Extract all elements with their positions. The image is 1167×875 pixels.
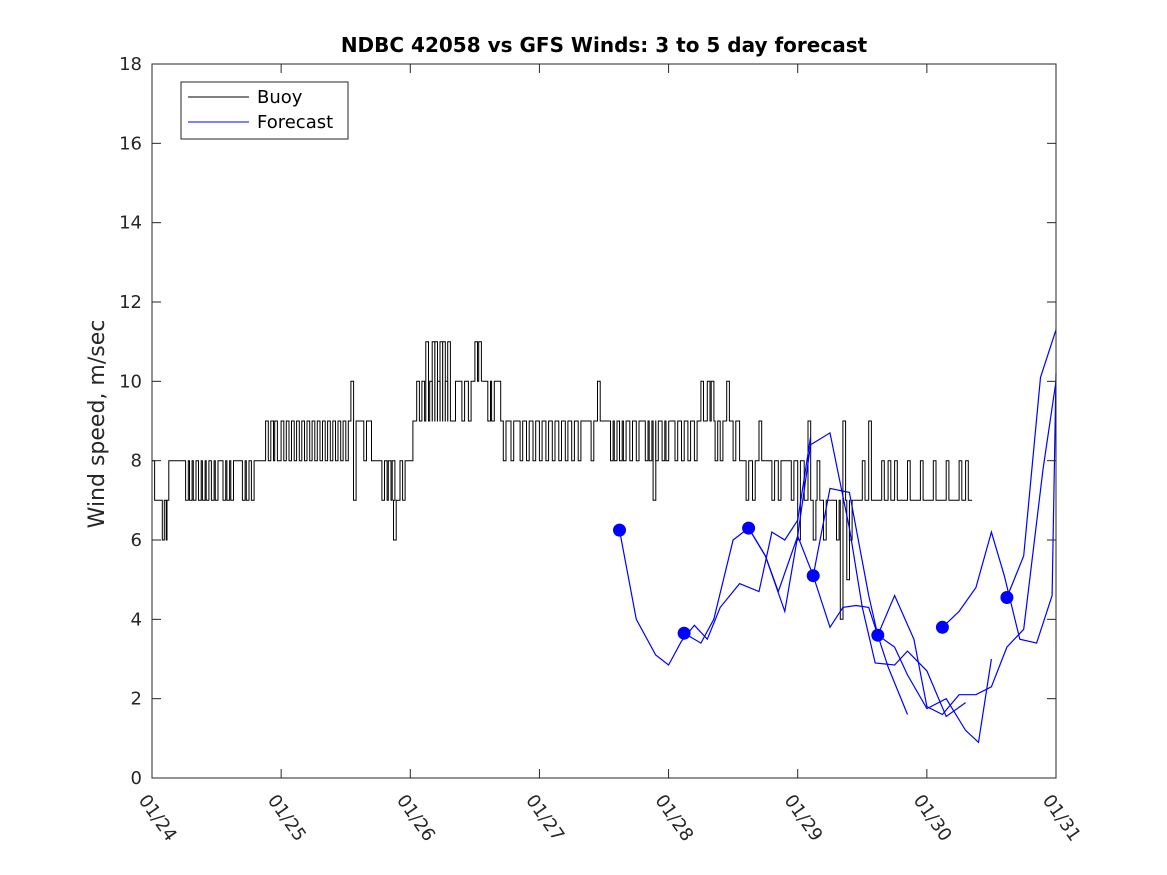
- y-tick-label: 0: [131, 768, 142, 789]
- legend-box: [180, 81, 349, 140]
- y-tick-label: 8: [131, 451, 142, 472]
- y-tick-label: 14: [119, 213, 142, 234]
- forecast-series-line-1: [618, 436, 812, 666]
- plot-frame: [151, 63, 1057, 779]
- forecast-start-marker: [806, 569, 820, 583]
- y-tick-label: 2: [131, 689, 142, 710]
- forecast-start-marker: [742, 521, 756, 535]
- forecast-series-line-5: [877, 381, 1057, 716]
- series-layer: [152, 329, 1057, 744]
- y-tick-label: 18: [119, 54, 142, 75]
- y-tick-label: 4: [131, 609, 142, 630]
- buoy-series-line: [152, 341, 973, 620]
- y-tick-label: 16: [119, 133, 142, 154]
- legend: Buoy Forecast: [180, 81, 349, 140]
- forecast-start-marker: [871, 628, 885, 642]
- forecast-series-line-6: [941, 373, 1057, 644]
- y-axis-label: Wind speed, m/sec: [85, 320, 110, 529]
- forecast-start-marker: [935, 620, 949, 634]
- forecast-series-line-4: [812, 487, 992, 744]
- legend-label-forecast: Forecast: [257, 112, 333, 133]
- forecast-start-marker: [1000, 591, 1014, 604]
- forecast-series-line-3: [748, 431, 966, 718]
- y-tick-label: 12: [119, 292, 142, 313]
- y-tick-label: 10: [119, 371, 142, 392]
- forecast-start-marker: [677, 626, 691, 640]
- legend-label-buoy: Buoy: [257, 87, 303, 108]
- chart-title: NDBC 42058 vs GFS Winds: 3 to 5 day fore…: [341, 33, 868, 57]
- y-tick-label: 6: [131, 530, 142, 551]
- forecast-series-line-7: [1006, 329, 1057, 598]
- forecast-start-marker: [613, 523, 626, 537]
